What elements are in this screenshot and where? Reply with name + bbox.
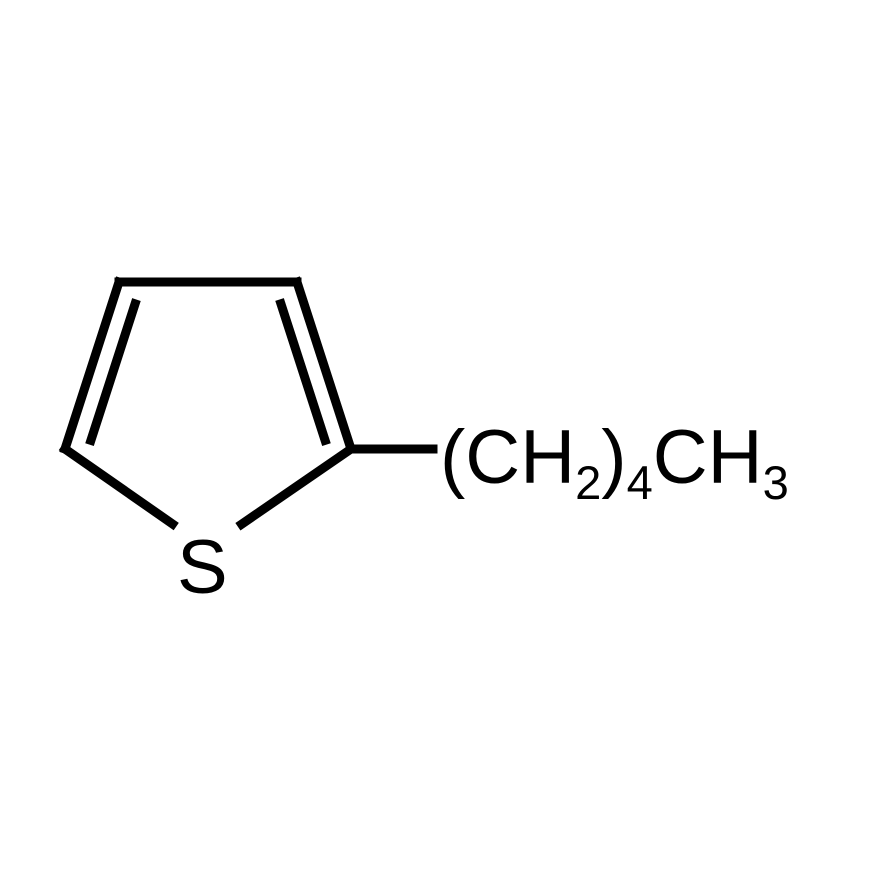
- structure-canvas: S (CH2)4CH3: [0, 0, 890, 890]
- formula-subscript: 4: [627, 456, 653, 509]
- heteroatom-label-sulfur: S: [177, 530, 228, 606]
- formula-text: CH: [653, 415, 763, 500]
- substituent-formula: (CH2)4CH3: [440, 420, 789, 496]
- formula-subscript: 3: [763, 456, 789, 509]
- formula-subscript: 2: [575, 456, 601, 509]
- formula-text: (CH: [440, 415, 575, 500]
- formula-text: ): [601, 415, 626, 500]
